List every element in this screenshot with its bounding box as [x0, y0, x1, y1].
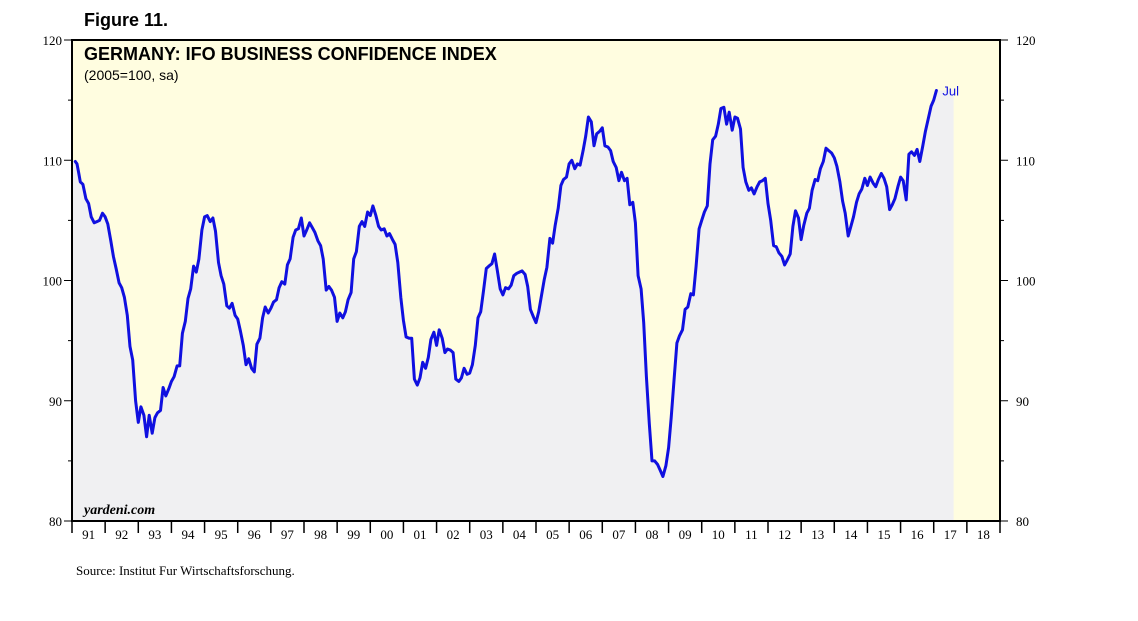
- y-tick-label-left: 120: [43, 33, 63, 48]
- y-tick-label-right: 120: [1016, 33, 1036, 48]
- x-tick-label: 05: [546, 527, 559, 542]
- x-tick-label: 10: [712, 527, 725, 542]
- x-tick-label: 16: [911, 527, 925, 542]
- x-tick-label: 99: [347, 527, 360, 542]
- y-tick-label-right: 80: [1016, 514, 1029, 529]
- x-tick-label: 94: [182, 527, 196, 542]
- x-tick-label: 04: [513, 527, 527, 542]
- y-axis-left: 80 90 100 110 120: [43, 33, 72, 529]
- x-tick-label: 03: [480, 527, 493, 542]
- x-tick-label: 98: [314, 527, 327, 542]
- x-axis: 91 92 93 94 95 96 97 98 99 00 01 02 03 04 05 06 07 08 09 10…: [71, 521, 1001, 542]
- y-tick-label-right: 110: [1016, 153, 1035, 168]
- x-tick-label: 91: [82, 527, 95, 542]
- y-tick-label-left: 80: [49, 514, 62, 529]
- y-tick-label-left: 90: [49, 394, 62, 409]
- source-note: Source: Institut Fur Wirtschaftsforschun…: [76, 563, 295, 578]
- x-tick-label: 93: [148, 527, 161, 542]
- chart-title: GERMANY: IFO BUSINESS CONFIDENCE INDEX: [84, 44, 497, 64]
- x-tick-label: 06: [579, 527, 593, 542]
- x-tick-label: 01: [414, 527, 427, 542]
- x-tick-label: 15: [878, 527, 891, 542]
- x-tick-label: 00: [380, 527, 393, 542]
- x-tick-label: 95: [215, 527, 228, 542]
- x-tick-label: 09: [679, 527, 692, 542]
- x-tick-label: 13: [811, 527, 824, 542]
- y-tick-label-right: 90: [1016, 394, 1029, 409]
- x-tick-label: 92: [115, 527, 128, 542]
- chart-subtitle: (2005=100, sa): [84, 67, 179, 83]
- figure-label: Figure 11.: [84, 10, 168, 30]
- y-tick-label-right: 100: [1016, 274, 1036, 289]
- y-tick-label-left: 100: [43, 274, 63, 289]
- watermark: yardeni.com: [82, 503, 155, 518]
- x-tick-label: 08: [646, 527, 659, 542]
- y-tick-label-left: 110: [43, 153, 62, 168]
- end-label: Jul: [942, 84, 959, 99]
- x-tick-label: 07: [612, 527, 626, 542]
- x-tick-label: 97: [281, 527, 295, 542]
- area-under-line: [72, 90, 954, 521]
- x-tick-label: 96: [248, 527, 262, 542]
- x-tick-label: 14: [844, 527, 858, 542]
- x-tick-label: 18: [977, 527, 990, 542]
- x-tick-label: 17: [944, 527, 958, 542]
- series-line-ifo-index: [73, 89, 938, 478]
- y-axis-right: 80 90 100 110 120: [1000, 33, 1036, 529]
- x-tick-label: 12: [778, 527, 791, 542]
- x-tick-label: 11: [745, 527, 758, 542]
- x-tick-label: 02: [447, 527, 460, 542]
